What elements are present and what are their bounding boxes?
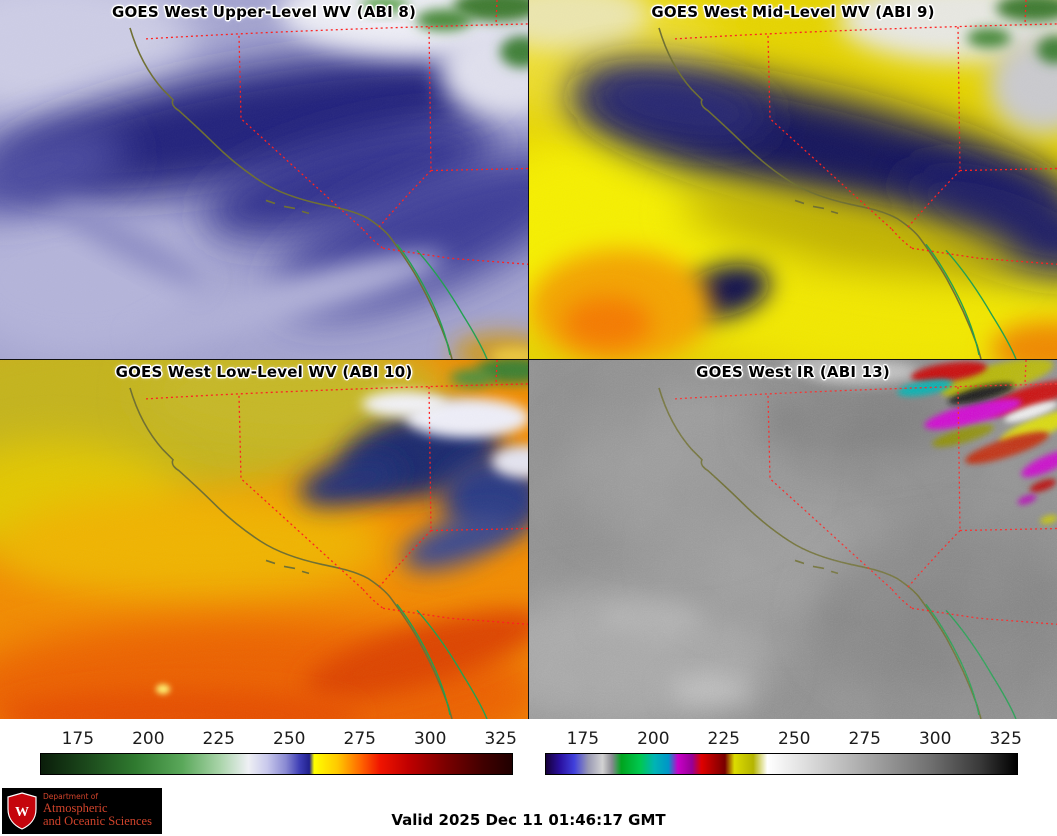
logo-line-department: Department of (43, 792, 98, 802)
ir-colorbar-gradient (545, 753, 1018, 775)
uw-crest-icon: W (7, 792, 37, 830)
wv-colorbar: 175 200 225 250 275 300 325 (0, 719, 528, 786)
panel-title-abi10: GOES West Low-Level WV (ABI 10) (115, 363, 413, 381)
tick-label: 325 (989, 729, 1022, 749)
satellite-image-abi9 (529, 0, 1057, 359)
tick-label: 275 (848, 729, 881, 749)
wv-colorbar-ticks: 175 200 225 250 275 300 325 (40, 726, 517, 753)
valid-time-text: Valid 2025 Dec 11 01:46:17 GMT (391, 811, 666, 829)
tick-label: 250 (778, 729, 811, 749)
footer: W Department of Atmospheric and Oceanic … (0, 786, 1057, 836)
tick-label: 200 (132, 729, 165, 749)
satellite-image-abi8 (0, 0, 528, 359)
tick-label: 175 (566, 729, 600, 749)
tick-label: 250 (273, 729, 306, 749)
logo-text: Department of Atmospheric and Oceanic Sc… (43, 793, 152, 828)
panel-ir: GOES West IR (ABI 13) (529, 360, 1057, 719)
tick-label: 200 (637, 729, 670, 749)
panel-title-abi13: GOES West IR (ABI 13) (696, 363, 890, 381)
tick-label: 225 (202, 729, 236, 749)
logo-line-atmospheric: Atmospheric (43, 800, 108, 815)
satellite-image-abi10 (0, 360, 528, 719)
tick-label: 175 (61, 729, 95, 749)
colorbar-row: 175 200 225 250 275 300 325 175 200 225 … (0, 719, 1057, 786)
tick-label: 300 (413, 729, 447, 749)
logo-line-oceanic: and Oceanic Sciences (43, 814, 152, 829)
tick-label: 300 (918, 729, 952, 749)
panel-mid-level-wv: GOES West Mid-Level WV (ABI 9) (529, 0, 1057, 359)
tick-label: 225 (707, 729, 741, 749)
panel-title-abi9: GOES West Mid-Level WV (ABI 9) (651, 3, 935, 21)
uw-aos-logo: W Department of Atmospheric and Oceanic … (2, 788, 162, 834)
panel-low-level-wv: GOES West Low-Level WV (ABI 10) (0, 360, 528, 719)
panel-upper-level-wv: GOES West Upper-Level WV (ABI 8) (0, 0, 528, 359)
ir-colorbar: 175 200 225 250 275 300 325 (528, 719, 1056, 786)
panel-title-abi8: GOES West Upper-Level WV (ABI 8) (111, 3, 417, 21)
satellite-image-abi13 (529, 360, 1057, 719)
crest-letter: W (15, 805, 29, 820)
ir-colorbar-ticks: 175 200 225 250 275 300 325 (545, 726, 1022, 753)
tick-label: 325 (484, 729, 517, 749)
wv-colorbar-gradient (40, 753, 513, 775)
tick-label: 275 (343, 729, 376, 749)
quad-panel-grid: GOES West Upper-Level WV (ABI 8) GOE (0, 0, 1057, 719)
